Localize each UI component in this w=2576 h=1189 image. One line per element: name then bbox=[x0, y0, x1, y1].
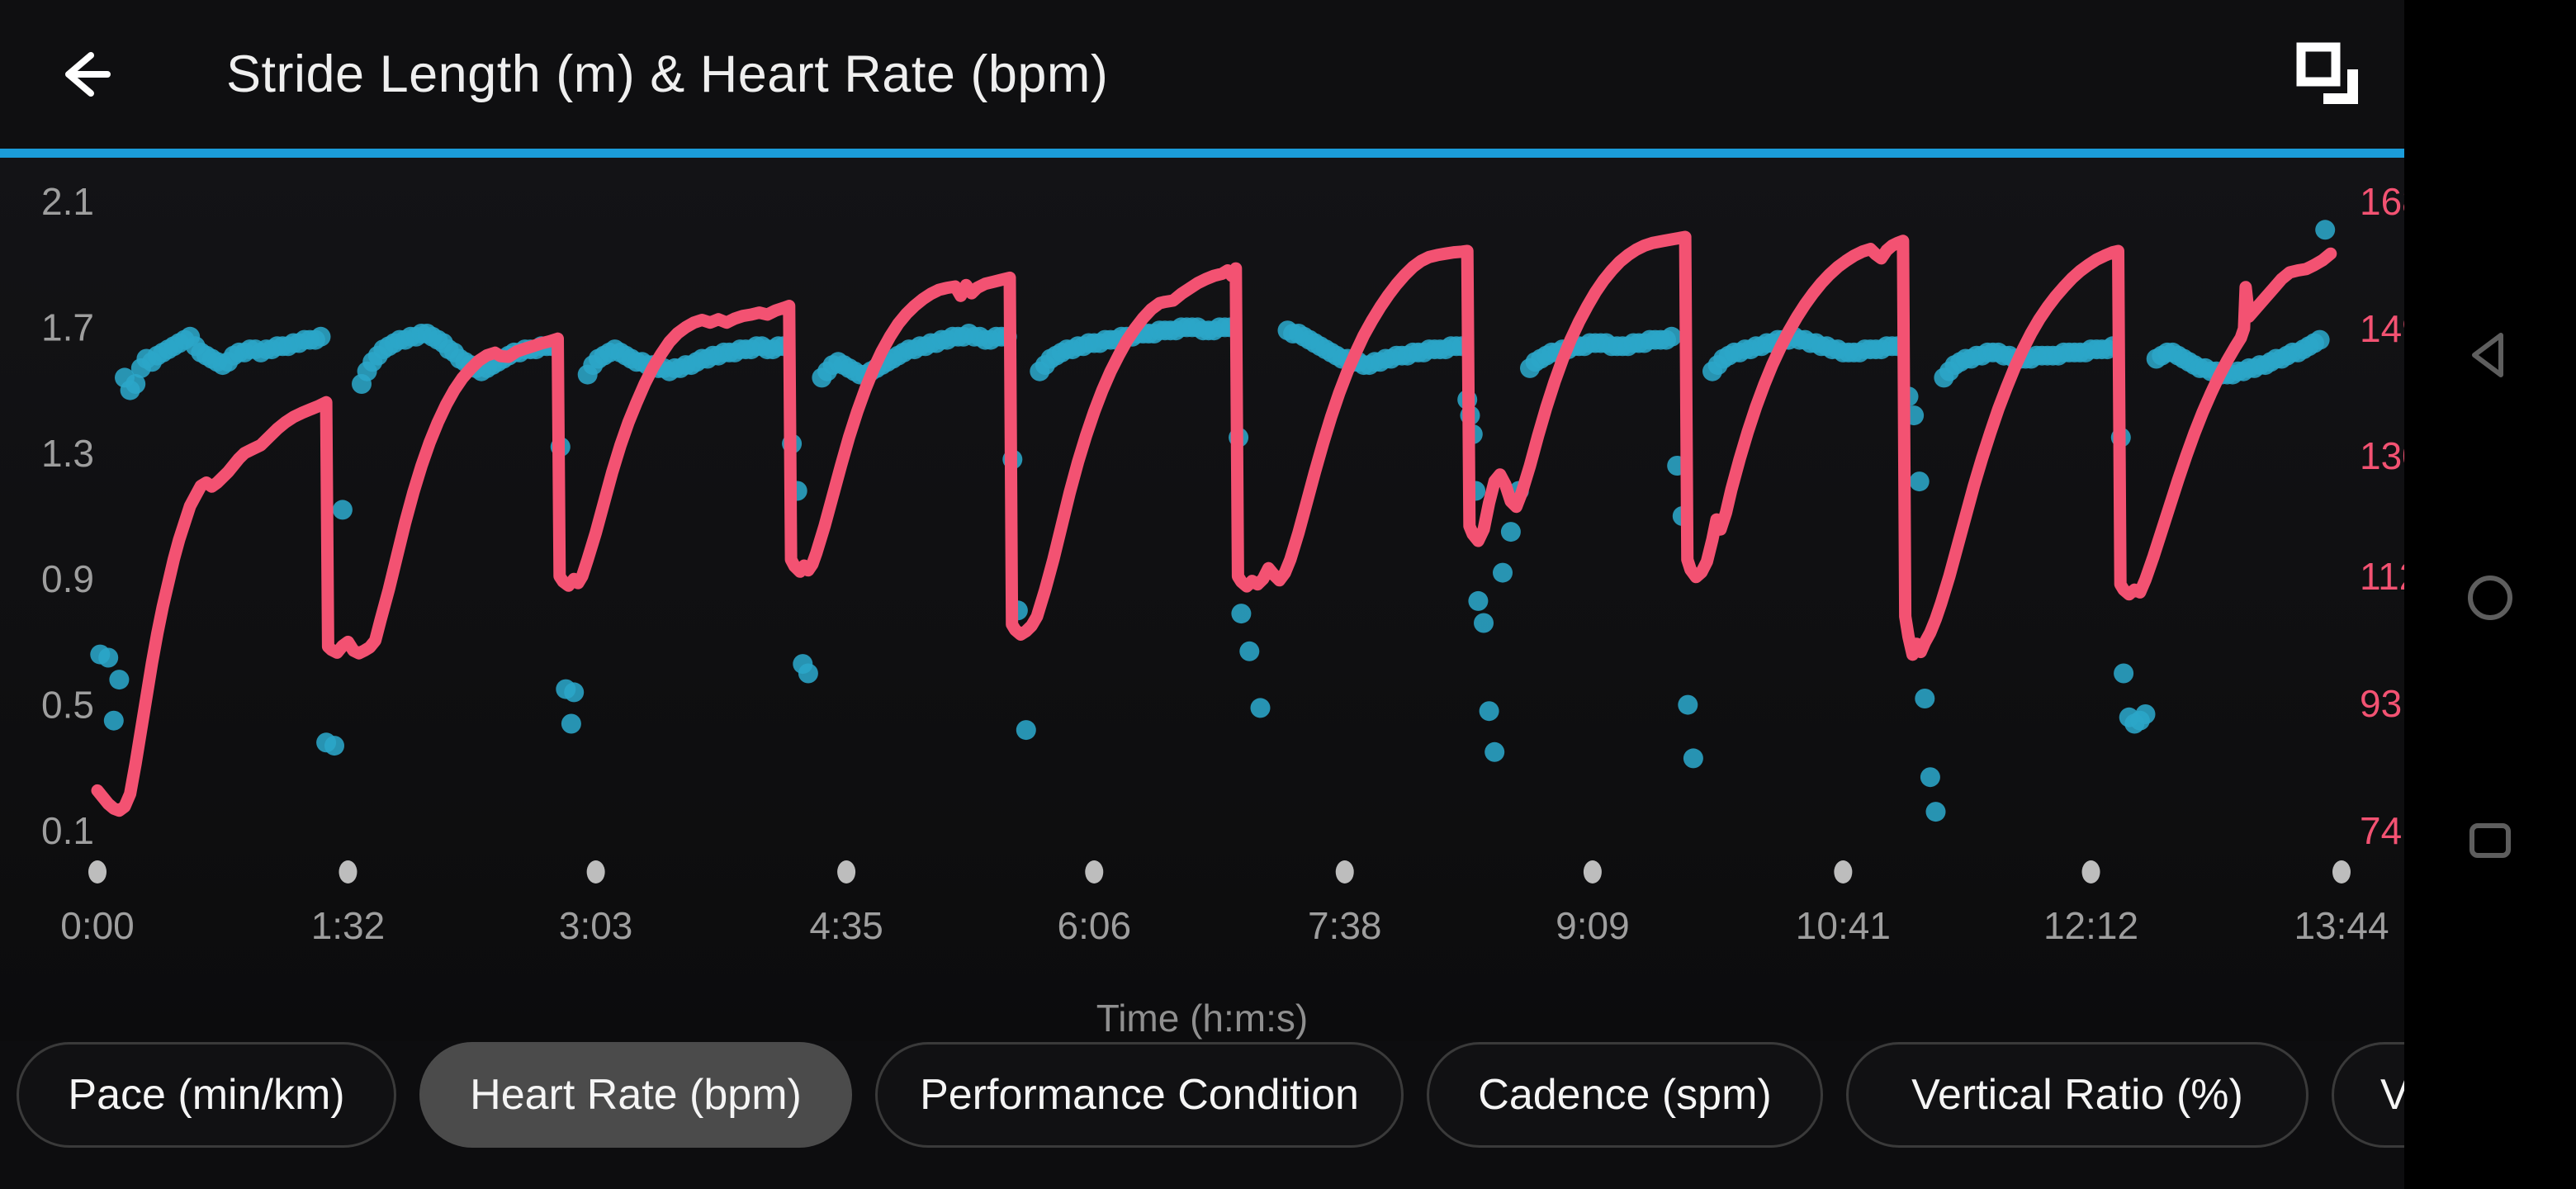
x-axis-tick-dot bbox=[586, 860, 605, 883]
x-axis-tick-dot bbox=[339, 860, 358, 883]
x-axis-tick-label: 6:06 bbox=[1058, 904, 1132, 947]
x-axis-tick-dot bbox=[2081, 860, 2100, 883]
y-axis-left-tick: 2.1 bbox=[41, 180, 94, 223]
x-axis-tick-dot bbox=[88, 860, 107, 883]
y-axis-right-tick: 74 bbox=[2360, 809, 2402, 852]
x-axis-tick-dot bbox=[2332, 860, 2351, 883]
overlay-charts-button[interactable] bbox=[2295, 41, 2361, 107]
x-axis-title: Time (h:m:s) bbox=[1096, 997, 1309, 1040]
stride-heartrate-chart[interactable]: 2.1 1.7 1.3 0.9 0.5 0.1 168 149 130 112 93 74 0:00 1:… bbox=[0, 158, 2404, 1041]
y-axis-left-tick: 1.3 bbox=[41, 432, 94, 475]
chip-label: Vertical Ratio (%) bbox=[1911, 1071, 2243, 1119]
android-home-button[interactable] bbox=[2464, 571, 2517, 624]
metric-chip-pace[interactable]: Pace (min/km) bbox=[17, 1042, 396, 1148]
x-axis-tick-label: 3:03 bbox=[559, 904, 633, 947]
x-axis-tick-dot bbox=[1335, 860, 1354, 883]
y-axis-left-tick: 1.7 bbox=[41, 306, 94, 348]
android-back-button[interactable] bbox=[2464, 329, 2517, 381]
x-axis-tick-dot bbox=[1085, 860, 1104, 883]
x-axis-tick-label: 10:41 bbox=[1796, 904, 1891, 947]
chart-area[interactable]: 2.1 1.7 1.3 0.9 0.5 0.1 168 149 130 112 93 74 0:00 1:… bbox=[0, 158, 2404, 1041]
x-axis-tick-label: 9:09 bbox=[1556, 904, 1630, 947]
x-axis-tick-dot bbox=[1583, 860, 1602, 883]
compare-charts-icon bbox=[2296, 42, 2358, 104]
nav-back-triangle-icon bbox=[2472, 333, 2503, 377]
arrow-left-icon bbox=[65, 52, 111, 97]
x-axis-tick-label: 1:32 bbox=[311, 904, 386, 947]
back-button[interactable] bbox=[54, 43, 117, 106]
heart-rate-line bbox=[91, 230, 2337, 817]
chip-label: Cadence (spm) bbox=[1478, 1071, 1772, 1119]
x-axis-tick-dot bbox=[837, 860, 856, 883]
y-axis-right-tick: 93 bbox=[2360, 682, 2402, 725]
chip-label: Heart Rate (bpm) bbox=[470, 1071, 802, 1119]
y-axis-right-tick: 130 bbox=[2360, 434, 2404, 477]
y-axis-left-tick: 0.9 bbox=[41, 557, 94, 600]
chip-label: Ve bbox=[2380, 1071, 2404, 1119]
nav-recents-square-icon bbox=[2469, 823, 2511, 858]
page-title: Stride Length (m) & Heart Rate (bpm) bbox=[226, 45, 1109, 103]
chip-label: Pace (min/km) bbox=[68, 1071, 345, 1119]
android-nav-bar bbox=[2404, 0, 2576, 1189]
app-screen: Stride Length (m) & Heart Rate (bpm) 2.1… bbox=[0, 0, 2404, 1189]
y-axis-right-tick: 168 bbox=[2360, 180, 2404, 223]
metric-chip-vertical-ratio[interactable]: Vertical Ratio (%) bbox=[1846, 1042, 2308, 1148]
y-axis-right-tick: 149 bbox=[2360, 307, 2404, 350]
y-axis-right-tick: 112 bbox=[2360, 555, 2404, 598]
metric-chip-cadence[interactable]: Cadence (spm) bbox=[1427, 1042, 1823, 1148]
x-axis-tick-label: 0:00 bbox=[60, 904, 135, 947]
metric-chip-performance-condition[interactable]: Performance Condition bbox=[875, 1042, 1404, 1148]
chip-label: Performance Condition bbox=[920, 1071, 1359, 1119]
metric-chip-ve-partial[interactable]: Ve bbox=[2332, 1042, 2404, 1148]
y-axis-left-tick: 0.1 bbox=[41, 809, 94, 852]
nav-home-circle-icon bbox=[2468, 576, 2512, 620]
accent-divider bbox=[0, 149, 2404, 158]
stride-length-scatter bbox=[90, 220, 2336, 822]
metric-chips: Pace (min/km) Heart Rate (bpm) Performan… bbox=[17, 1042, 2404, 1148]
x-axis-tick-label: 4:35 bbox=[809, 904, 883, 947]
header: Stride Length (m) & Heart Rate (bpm) bbox=[0, 0, 2404, 149]
android-recents-button[interactable] bbox=[2464, 814, 2517, 867]
x-axis-tick-label: 12:12 bbox=[2043, 904, 2138, 947]
metric-chip-heart-rate[interactable]: Heart Rate (bpm) bbox=[419, 1042, 852, 1148]
x-axis-tick-label: 7:38 bbox=[1308, 904, 1382, 947]
x-axis-ticks: 0:00 1:32 3:03 4:35 6:06 7:38 9:09 10:41 12:12 13… bbox=[60, 860, 2389, 947]
y-axis-left-tick: 0.5 bbox=[41, 684, 94, 727]
x-axis-tick-dot bbox=[1834, 860, 1853, 883]
x-axis-tick-label: 13:44 bbox=[2294, 904, 2389, 947]
